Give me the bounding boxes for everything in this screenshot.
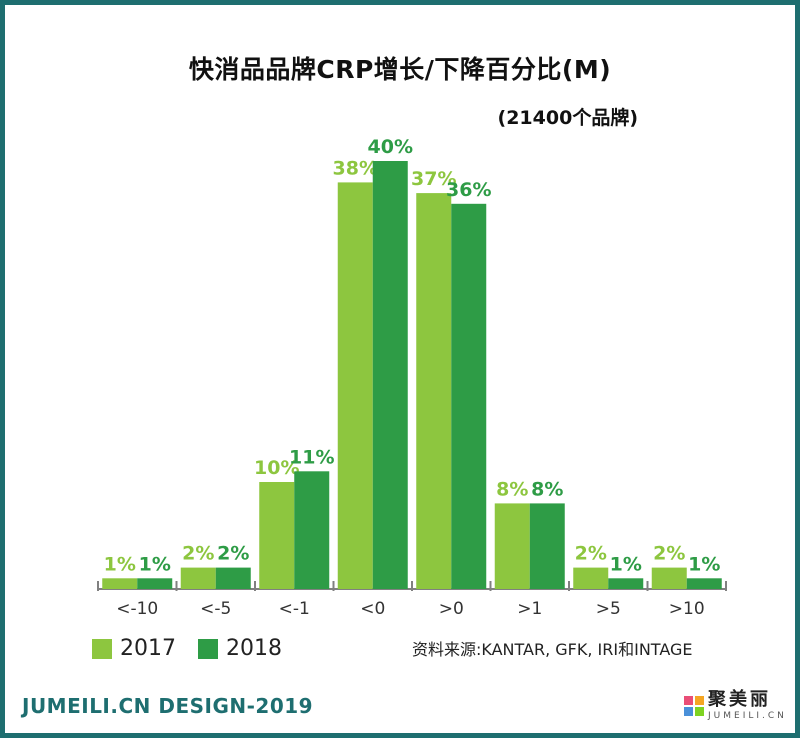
chart-title: 快消品品牌CRP增长/下降百分比(M) <box>188 55 612 84</box>
logo-cn: 聚美丽 <box>708 689 771 710</box>
bar-2018-6 <box>608 578 644 589</box>
legend-swatch-2017 <box>92 638 112 659</box>
bar-2017-0 <box>102 578 138 589</box>
bar-2018-2 <box>294 471 330 589</box>
footer-brand: JUMEILI.CN DESIGN-2019 <box>22 694 314 718</box>
data-label-2018-6: 1% <box>610 553 642 575</box>
brand-logo: 聚美丽 JUMEILI.CN <box>684 690 787 722</box>
data-label-2017-7: 2% <box>653 543 685 565</box>
x-tick-label-2: <-1 <box>279 599 310 619</box>
legend-label-2017: 2017 <box>120 636 176 661</box>
x-tick-label-1: <-5 <box>200 599 231 619</box>
x-tick-label-0: <-10 <box>116 599 158 619</box>
x-tick-label-5: >1 <box>517 599 542 619</box>
legend: 2017 2018 <box>92 636 304 661</box>
legend-item-2017: 2017 <box>92 636 176 661</box>
data-label-2018-0: 1% <box>139 553 171 575</box>
data-label-2017-2: 10% <box>254 457 299 479</box>
x-tick-label-3: <0 <box>360 599 385 619</box>
bar-2017-6 <box>573 567 609 589</box>
bar-2018-3 <box>372 161 408 589</box>
bar-2017-7 <box>651 567 687 589</box>
bar-2018-7 <box>686 578 722 589</box>
bar-2018-0 <box>137 578 173 589</box>
logo-mark-icon <box>684 696 704 716</box>
data-label-2017-6: 2% <box>575 543 607 565</box>
bar-2018-1 <box>215 567 251 589</box>
data-label-2018-4: 36% <box>446 179 491 201</box>
x-tick-label-4: >0 <box>439 599 464 619</box>
bar-2017-3 <box>337 182 373 589</box>
legend-item-2018: 2018 <box>198 636 282 661</box>
data-label-2017-3: 38% <box>333 157 378 179</box>
source-note: 资料来源:KANTAR, GFK, IRI和INTAGE <box>412 640 693 659</box>
bar-2017-5 <box>494 503 530 589</box>
legend-label-2018: 2018 <box>226 636 282 661</box>
data-label-2018-7: 1% <box>688 553 720 575</box>
x-tick-label-7: >10 <box>669 599 705 619</box>
data-label-2017-5: 8% <box>496 478 528 500</box>
chart-subtitle: (21400个品牌) <box>497 107 638 129</box>
data-label-2018-1: 2% <box>217 543 249 565</box>
legend-swatch-2018 <box>198 638 218 659</box>
data-label-2018-5: 8% <box>531 478 563 500</box>
bar-2017-4 <box>416 193 452 589</box>
x-tick-label-6: >5 <box>596 599 621 619</box>
data-label-2018-3: 40% <box>368 136 413 158</box>
logo-en: JUMEILI.CN <box>708 711 787 721</box>
data-label-2017-4: 37% <box>411 168 456 190</box>
data-label-2017-0: 1% <box>104 553 136 575</box>
bar-2017-2 <box>259 482 295 589</box>
data-label-2018-2: 11% <box>289 446 334 468</box>
bar-2017-1 <box>180 567 216 589</box>
bar-2018-5 <box>529 503 565 589</box>
data-label-2017-1: 2% <box>182 543 214 565</box>
bar-2018-4 <box>451 203 487 590</box>
